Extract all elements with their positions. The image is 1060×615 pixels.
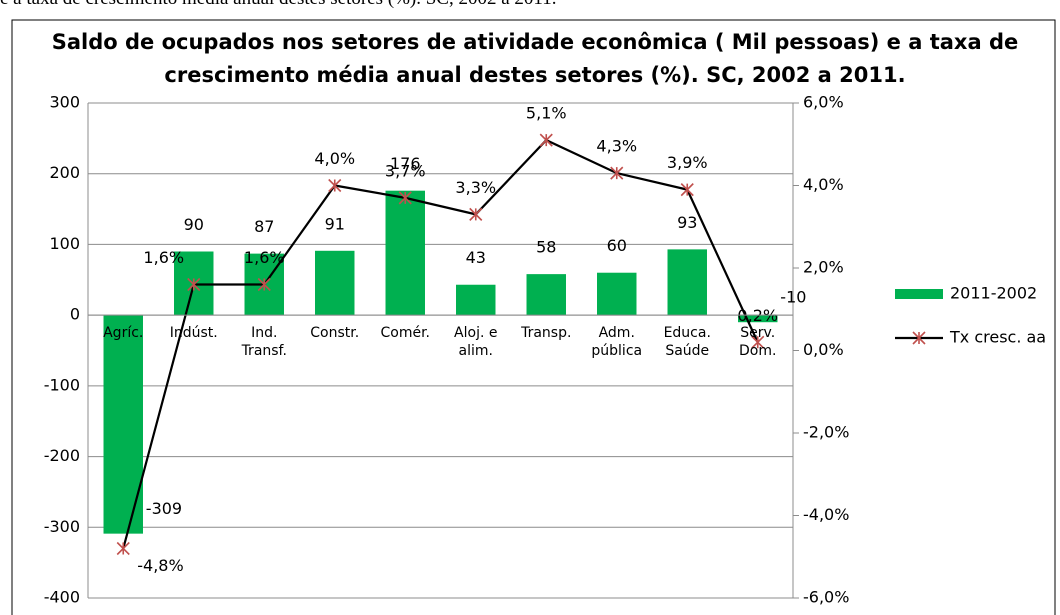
bar	[526, 274, 566, 316]
y2-tick-label: -4,0%	[803, 505, 849, 524]
bar-value-label: 87	[254, 217, 274, 236]
bar-value-label: -10	[780, 288, 806, 307]
bar-value-label: 176	[390, 154, 421, 173]
line-value-label: 3,3%	[455, 178, 496, 197]
bar	[456, 284, 496, 316]
x-tick-label: Indúst.	[169, 325, 218, 342]
bar	[738, 315, 778, 323]
line-value-label: 1,6%	[143, 248, 184, 267]
bar-value-label: 43	[466, 248, 486, 267]
x-tick-label: Transp.	[521, 325, 572, 342]
line-marker	[610, 166, 624, 180]
bar	[597, 272, 637, 316]
legend-label: 2011-2002	[950, 284, 1037, 303]
bar-value-label: 58	[536, 238, 556, 257]
bar	[667, 249, 707, 316]
legend-marker	[912, 331, 926, 345]
x-tick-label: Constr.	[310, 325, 360, 342]
x-tick-label: Educa. Saúde	[663, 325, 711, 360]
line-marker	[187, 277, 201, 292]
bar-value-label: 90	[184, 215, 204, 234]
legend-label: Tx cresc. aa	[949, 328, 1046, 347]
y2-tick-label: 6,0%	[803, 93, 844, 112]
bar-value-label: -309	[146, 499, 182, 518]
x-tick-label: Comér.	[380, 325, 430, 342]
bar-value-label: 60	[607, 236, 627, 255]
y-tick-label: -100	[44, 375, 80, 394]
line	[122, 138, 759, 549]
line-value-label: 5,1%	[526, 104, 567, 123]
y2-tick-label: 4,0%	[803, 175, 844, 194]
y-tick-label: -300	[44, 517, 80, 536]
caption: e a taxa de crescimento média anual dest…	[0, 0, 556, 10]
x-tick-label: Aloj. e alim.	[454, 325, 498, 360]
y2-tick-label: 0,0%	[803, 340, 844, 359]
x-tick-label: Adm. pública	[591, 325, 643, 360]
line-marker	[469, 207, 483, 221]
y-tick-label: -200	[44, 446, 80, 465]
bar-value-label: 91	[325, 214, 345, 233]
line-value-label: 3,7%	[385, 161, 426, 180]
legend-swatch	[895, 289, 943, 299]
y2-tick-label: -6,0%	[803, 588, 849, 607]
line-value-label: 1,6%	[244, 248, 285, 267]
chart-title: Saldo de ocupados nos setores de ativida…	[51, 30, 1019, 87]
line-marker	[680, 183, 694, 197]
y-tick-label: 0	[70, 305, 80, 324]
x-tick-label: Ind. Transf.	[241, 325, 287, 360]
x-tick-label: Agríc.	[103, 325, 144, 342]
line-marker	[257, 277, 271, 292]
chart-border	[11, 19, 1056, 615]
line-value-label: -4,8%	[137, 556, 183, 575]
y2-tick-label: 2,0%	[803, 258, 844, 277]
y-tick-label: 200	[49, 163, 80, 182]
line-marker	[751, 335, 765, 349]
line-marker	[398, 191, 412, 205]
line-marker	[539, 133, 553, 147]
y-tick-label: 100	[49, 234, 80, 253]
line-marker	[116, 541, 130, 556]
bar	[315, 250, 355, 316]
y-tick-label: -400	[44, 588, 80, 607]
bar-value-label: 93	[677, 213, 697, 232]
bar	[385, 190, 425, 316]
y2-tick-label: -2,0%	[803, 423, 849, 442]
line-value-label: 4,0%	[314, 149, 355, 168]
y-tick-label: 300	[49, 93, 80, 112]
line-marker	[328, 178, 342, 193]
line-value-label: 4,3%	[596, 137, 637, 156]
line-value-label: 3,9%	[667, 153, 708, 172]
x-tick-label: Serv. Dom.	[739, 325, 777, 360]
